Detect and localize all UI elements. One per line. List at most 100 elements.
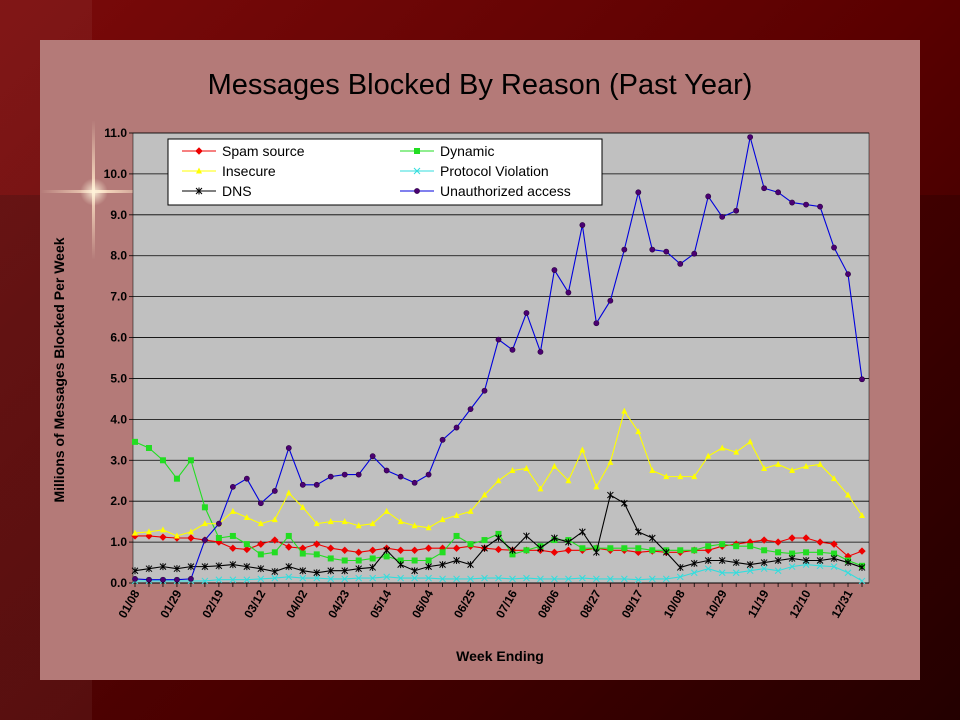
- data-point-insecure: [383, 507, 390, 514]
- x-tick-label: 08/06: [535, 587, 562, 620]
- data-point-insecure: [425, 524, 432, 531]
- data-point-dns: [662, 548, 670, 556]
- data-point-insecure: [495, 477, 502, 484]
- data-point-insecure: [327, 518, 334, 525]
- legend-marker: [195, 147, 203, 155]
- data-point-protocol-violation: [760, 565, 768, 573]
- x-tick-label: 12/10: [787, 587, 814, 620]
- data-point-dynamic: [271, 549, 278, 556]
- data-point-dns: [690, 559, 698, 567]
- data-point-insecure: [481, 491, 488, 498]
- data-point-spam-source: [830, 540, 838, 548]
- data-point-protocol-violation: [662, 575, 670, 583]
- x-tick-label: 04/23: [325, 587, 352, 620]
- data-point-spam-source: [243, 545, 251, 554]
- data-point-spam-source: [285, 543, 293, 551]
- data-point-protocol-violation: [676, 573, 684, 581]
- data-point-unauthorized-access: [481, 387, 488, 394]
- data-point-dns: [369, 563, 377, 571]
- data-point-dns: [495, 534, 502, 542]
- x-tick-label: 04/02: [283, 587, 310, 620]
- data-point-protocol-violation: [718, 569, 726, 577]
- data-point-dns: [579, 528, 586, 536]
- data-point-insecure: [523, 464, 530, 471]
- data-point-unauthorized-access: [257, 500, 264, 507]
- data-point-spam-source: [858, 547, 866, 555]
- legend-item-insecure: Insecure: [182, 163, 276, 179]
- data-point-dns: [201, 563, 209, 571]
- data-point-spam-source: [410, 546, 419, 554]
- data-point-dynamic: [733, 543, 740, 550]
- data-point-insecure: [803, 462, 810, 469]
- data-point-dynamic: [677, 547, 684, 554]
- data-point-unauthorized-access: [579, 222, 586, 228]
- legend-marker: [195, 187, 203, 195]
- data-point-insecure: [761, 464, 768, 471]
- legend-item-spam-source: Spam source: [182, 143, 305, 159]
- data-point-spam-source: [774, 538, 782, 546]
- data-point-insecure: [565, 477, 572, 484]
- data-point-dns: [704, 557, 712, 564]
- data-point-dynamic: [285, 532, 292, 539]
- data-point-dns: [327, 567, 335, 575]
- data-point-dynamic: [341, 557, 348, 564]
- data-point-insecure: [537, 485, 544, 492]
- data-point-protocol-violation: [481, 574, 488, 582]
- data-point-insecure: [817, 460, 824, 467]
- data-point-dns: [509, 546, 516, 554]
- x-tick-label: 06/25: [451, 587, 478, 620]
- data-point-dynamic: [747, 543, 754, 550]
- data-point-unauthorized-access: [537, 348, 544, 355]
- data-point-dns: [411, 567, 418, 575]
- data-point-dns: [606, 491, 614, 499]
- legend-label: Insecure: [222, 163, 276, 179]
- data-point-spam-source: [452, 544, 461, 552]
- data-point-protocol-violation: [229, 576, 237, 584]
- data-point-protocol-violation: [788, 563, 796, 570]
- data-point-dns: [774, 557, 782, 564]
- data-point-dns: [131, 567, 139, 575]
- x-tick-label: 09/17: [619, 587, 646, 620]
- data-point-protocol-violation: [257, 575, 265, 583]
- data-point-protocol-violation: [341, 575, 349, 583]
- data-point-dynamic: [425, 557, 432, 564]
- x-axis-ticks: 01/08 01/29 02/19 03/12 04/02 04/23 05/14 06/04…: [115, 582, 869, 621]
- data-point-unauthorized-access: [132, 576, 138, 582]
- data-point-insecure: [243, 514, 250, 521]
- y-tick-label: 7.0: [110, 290, 127, 304]
- data-point-unauthorized-access: [425, 471, 432, 478]
- data-point-unauthorized-access: [313, 481, 320, 488]
- y-tick-label: 3.0: [110, 453, 127, 467]
- data-point-protocol-violation: [593, 575, 600, 583]
- data-point-insecure: [579, 446, 586, 453]
- x-tick-label: 03/12: [241, 587, 268, 620]
- x-tick-label: 06/04: [409, 587, 436, 620]
- data-point-unauthorized-access: [285, 445, 292, 451]
- data-point-unauthorized-access: [439, 436, 446, 443]
- data-point-dynamic: [467, 541, 474, 548]
- data-point-unauthorized-access: [146, 576, 152, 583]
- data-point-protocol-violation: [467, 575, 474, 583]
- data-point-spam-source: [550, 548, 559, 557]
- x-tick-label: 07/16: [493, 587, 520, 620]
- data-point-dynamic: [453, 532, 460, 539]
- data-point-protocol-violation: [690, 569, 698, 577]
- data-point-dynamic: [383, 553, 390, 560]
- data-point-insecure: [649, 467, 656, 473]
- data-point-unauthorized-access: [341, 471, 348, 478]
- data-point-insecure: [201, 520, 208, 527]
- y-tick-label: 8.0: [110, 249, 127, 263]
- data-point-insecure: [551, 462, 558, 469]
- data-point-dynamic: [803, 549, 810, 556]
- data-point-protocol-violation: [215, 576, 223, 584]
- data-point-spam-source: [564, 546, 573, 554]
- x-tick-label: 01/29: [157, 587, 184, 620]
- data-point-protocol-violation: [551, 575, 558, 583]
- data-point-insecure: [271, 516, 278, 523]
- data-point-unauthorized-access: [859, 376, 865, 383]
- data-point-dynamic: [257, 551, 264, 558]
- data-point-dynamic: [719, 541, 726, 548]
- data-point-unauthorized-access: [411, 479, 418, 486]
- data-point-insecure: [677, 473, 684, 480]
- data-point-unauthorized-access: [509, 346, 516, 353]
